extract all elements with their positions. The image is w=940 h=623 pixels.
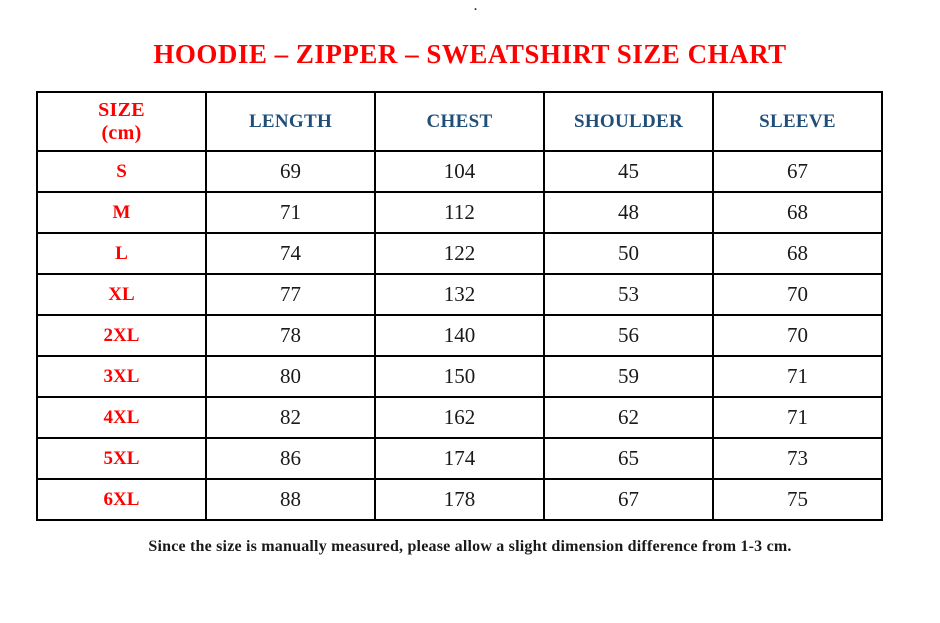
length-cell: 74 xyxy=(205,232,376,276)
size-cell: 6XL xyxy=(36,478,207,522)
sleeve-cell: 73 xyxy=(712,437,883,481)
shoulder-cell: 59 xyxy=(543,355,714,399)
column-header-sleeve: SLEEVE xyxy=(712,91,883,153)
length-cell: 80 xyxy=(205,355,376,399)
footer-note: Since the size is manually measured, ple… xyxy=(148,538,792,556)
chest-cell: 112 xyxy=(374,191,545,235)
length-cell: 82 xyxy=(205,396,376,440)
page: . HOODIE – ZIPPER – SWEATSHIRT SIZE CHAR… xyxy=(36,0,883,556)
chest-cell: 150 xyxy=(374,355,545,399)
size-header-line1: SIZE xyxy=(98,98,145,121)
size-cell: XL xyxy=(36,273,207,317)
column-header-shoulder: SHOULDER xyxy=(543,91,714,153)
size-cell: 4XL xyxy=(36,396,207,440)
shoulder-cell: 53 xyxy=(543,273,714,317)
shoulder-cell: 62 xyxy=(543,396,714,440)
chest-cell: 140 xyxy=(374,314,545,358)
size-cell: S xyxy=(36,150,207,194)
sleeve-cell: 68 xyxy=(712,191,883,235)
chest-cell: 132 xyxy=(374,273,545,317)
sleeve-cell: 71 xyxy=(712,355,883,399)
shoulder-cell: 65 xyxy=(543,437,714,481)
sleeve-cell: 68 xyxy=(712,232,883,276)
size-table-body: S 69 104 45 67 M 71 112 48 68 L 74 122 50 68 XL 77 132 53 7… xyxy=(36,150,883,522)
length-cell: 86 xyxy=(205,437,376,481)
size-cell: 5XL xyxy=(36,437,207,481)
table-header: SIZE (cm) LENGTH CHEST SHOULDER SLEEVE xyxy=(36,91,883,153)
sleeve-cell: 75 xyxy=(712,478,883,522)
chest-cell: 104 xyxy=(374,150,545,194)
shoulder-cell: 67 xyxy=(543,478,714,522)
table-row: S 69 104 45 67 xyxy=(36,150,883,194)
sleeve-cell: 70 xyxy=(712,314,883,358)
column-header-length: LENGTH xyxy=(205,91,376,153)
size-cell: 3XL xyxy=(36,355,207,399)
size-chart-table: SIZE (cm) LENGTH CHEST SHOULDER SLEEVE S… xyxy=(36,91,883,522)
size-header-line2: (cm) xyxy=(101,121,142,144)
shoulder-cell: 56 xyxy=(543,314,714,358)
shoulder-cell: 45 xyxy=(543,150,714,194)
table-row: XL 77 132 53 70 xyxy=(36,273,883,317)
chest-cell: 162 xyxy=(374,396,545,440)
chest-cell: 174 xyxy=(374,437,545,481)
column-header-chest: CHEST xyxy=(374,91,545,153)
table-row: 2XL 78 140 56 70 xyxy=(36,314,883,358)
length-cell: 71 xyxy=(205,191,376,235)
chest-cell: 178 xyxy=(374,478,545,522)
column-header-size: SIZE (cm) xyxy=(36,91,207,153)
shoulder-cell: 48 xyxy=(543,191,714,235)
table-row: 6XL 88 178 67 75 xyxy=(36,478,883,522)
header-row: SIZE (cm) LENGTH CHEST SHOULDER SLEEVE xyxy=(36,91,883,153)
sleeve-cell: 67 xyxy=(712,150,883,194)
table-row: 4XL 82 162 62 71 xyxy=(36,396,883,440)
length-cell: 69 xyxy=(205,150,376,194)
length-cell: 88 xyxy=(205,478,376,522)
sleeve-cell: 70 xyxy=(712,273,883,317)
table-row: 5XL 86 174 65 73 xyxy=(36,437,883,481)
table-row: M 71 112 48 68 xyxy=(36,191,883,235)
table-row: 3XL 80 150 59 71 xyxy=(36,355,883,399)
sleeve-cell: 71 xyxy=(712,396,883,440)
stray-mark: . xyxy=(474,0,477,13)
size-cell: 2XL xyxy=(36,314,207,358)
size-cell: L xyxy=(36,232,207,276)
size-cell: M xyxy=(36,191,207,235)
chest-cell: 122 xyxy=(374,232,545,276)
length-cell: 77 xyxy=(205,273,376,317)
table-row: L 74 122 50 68 xyxy=(36,232,883,276)
shoulder-cell: 50 xyxy=(543,232,714,276)
page-title: HOODIE – ZIPPER – SWEATSHIRT SIZE CHART xyxy=(153,39,787,69)
length-cell: 78 xyxy=(205,314,376,358)
